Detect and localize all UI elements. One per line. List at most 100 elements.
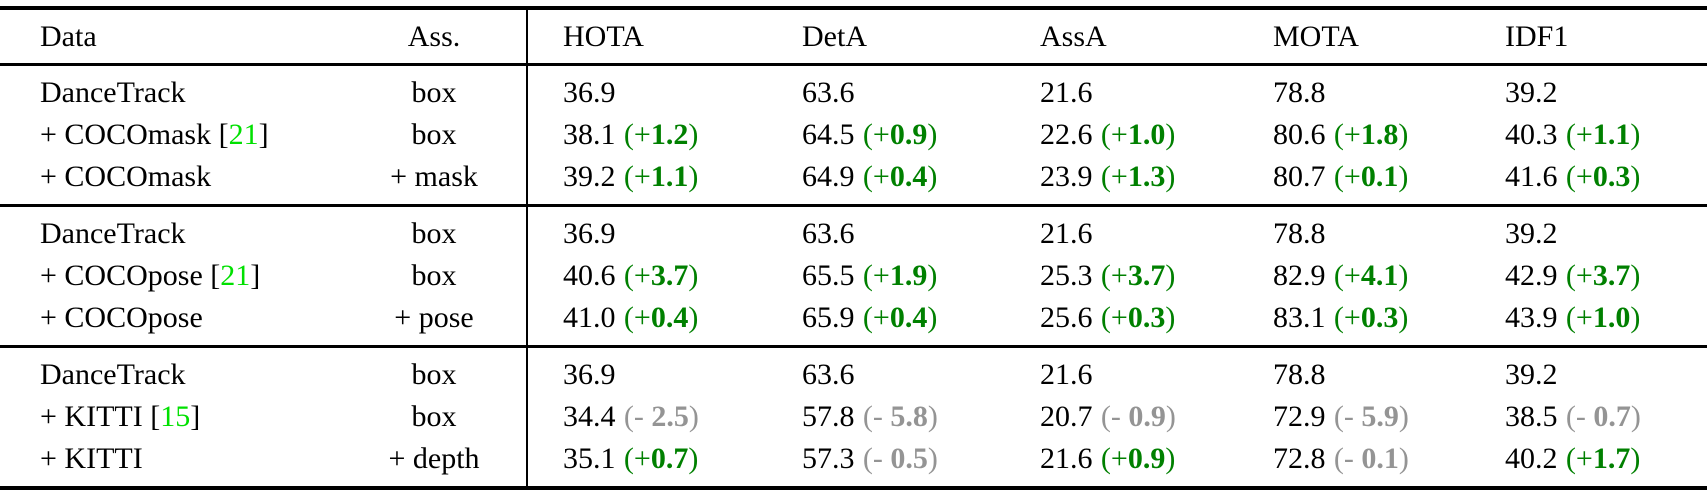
metric-value: 39.2 <box>1505 76 1558 109</box>
metric-delta: (- 2.5) <box>623 400 699 433</box>
col-header-ass: Ass. <box>407 19 461 53</box>
cell-metric: 63.6 <box>767 206 1005 256</box>
metric-delta-number: 0.4 <box>889 301 928 334</box>
metric-delta-number: 4.1 <box>1360 259 1399 292</box>
metric-value: 64.5 <box>802 118 855 151</box>
metric-delta-number: 0.3 <box>1127 301 1166 334</box>
cell-metric: 80.7 (+0.1) <box>1238 156 1470 206</box>
metric-delta: (+0.4) <box>623 301 699 334</box>
cell-metric: 39.2 <box>1470 65 1707 115</box>
citation-link[interactable]: 21 <box>228 118 259 151</box>
metric-value: 72.9 <box>1273 400 1326 433</box>
cell-metric: 22.6 (+1.0) <box>1005 114 1238 156</box>
metric-value: 35.1 <box>563 442 616 475</box>
cell-metric: 38.1 (+1.2) <box>526 114 767 156</box>
metric-delta: (+1.9) <box>862 259 938 292</box>
metric-delta-number: 1.7 <box>1592 442 1631 475</box>
cell-metric: 57.8 (- 5.8) <box>767 396 1005 438</box>
metric-delta-number: 0.1 <box>1361 442 1399 475</box>
metric-delta: (+1.0) <box>1565 301 1641 334</box>
cell-metric: 34.4 (- 2.5) <box>526 396 767 438</box>
dataset-label: DanceTrack <box>40 217 186 250</box>
cell-metric: 39.2 <box>1470 206 1707 256</box>
citation-link[interactable]: 21 <box>220 259 251 292</box>
metric-delta: (+4.1) <box>1333 259 1409 292</box>
metric-delta-number: 0.9 <box>1127 442 1166 475</box>
cell-association: + pose <box>394 301 474 334</box>
cell-metric: 20.7 (- 0.9) <box>1005 396 1238 438</box>
metric-delta-number: 1.2 <box>650 118 689 151</box>
cell-metric: 65.9 (+0.4) <box>767 297 1005 347</box>
metric-delta: (- 5.9) <box>1333 400 1409 433</box>
cell-association: + mask <box>390 160 478 193</box>
cell-metric: 36.9 <box>526 205 767 255</box>
dataset-label: + KITTI <box>40 400 143 433</box>
metric-delta: (+0.4) <box>862 301 938 334</box>
metric-delta-number: 1.0 <box>1127 118 1166 151</box>
table-row: + COCOmask + mask 39.2 (+1.1) 64.9 (+0.4) 23.9… <box>0 156 1707 206</box>
metric-delta-number: 1.8 <box>1360 118 1399 151</box>
metric-delta: (- 5.8) <box>862 400 938 433</box>
metric-delta-number: 0.3 <box>1360 301 1399 334</box>
metric-value: 78.8 <box>1273 358 1326 391</box>
table-group-cocopose: DanceTrack box 36.9 63.6 21.6 78.8 39.2 + COCOp… <box>0 205 1707 347</box>
header-row: Data Ass. HOTA DetA AssA MOTA IDF1 <box>0 8 1707 65</box>
cell-metric: 39.2 <box>1470 347 1707 397</box>
dataset-label: DanceTrack <box>40 76 186 109</box>
metric-delta-number: 1.1 <box>1592 118 1631 151</box>
cell-association: box <box>411 358 457 391</box>
metric-delta: (+0.3) <box>1333 301 1409 334</box>
metric-value: 25.6 <box>1040 301 1093 334</box>
metric-delta-number: 1.3 <box>1127 160 1166 193</box>
cell-metric: 78.8 <box>1238 206 1470 256</box>
metric-value: 21.6 <box>1040 217 1093 250</box>
dataset-label: DanceTrack <box>40 358 186 391</box>
cell-data: DanceTrack <box>0 65 342 115</box>
metric-value: 40.2 <box>1505 442 1558 475</box>
table-row: DanceTrack box 36.9 63.6 21.6 78.8 39.2 <box>0 64 1707 115</box>
metric-value: 57.8 <box>802 400 855 433</box>
cell-data: + COCOmask <box>0 156 342 206</box>
cell-data: + COCOpose [21] <box>40 259 261 292</box>
metric-value: 25.3 <box>1040 259 1093 292</box>
metric-delta-number: 1.1 <box>650 160 689 193</box>
metric-value: 39.2 <box>1505 217 1558 250</box>
metric-value: 23.9 <box>1040 160 1093 193</box>
metric-value: 78.8 <box>1273 217 1326 250</box>
metric-delta-number: 0.5 <box>890 442 928 475</box>
table-row: + COCOpose + pose 41.0 (+0.4) 65.9 (+0.4) 25.6… <box>0 297 1707 347</box>
col-header-mota: MOTA <box>1273 19 1359 53</box>
col-header-data: Data <box>40 19 97 53</box>
citation-link[interactable]: 15 <box>160 400 191 433</box>
metric-delta: (- 0.1) <box>1333 442 1409 475</box>
metric-value: 22.6 <box>1040 118 1093 151</box>
cell-data: + COCOmask [21] <box>40 118 269 151</box>
metric-value: 36.9 <box>563 358 616 391</box>
metric-delta: (+1.1) <box>623 160 699 193</box>
metric-value: 21.6 <box>1040 76 1093 109</box>
cell-metric: 39.2 (+1.1) <box>526 156 767 206</box>
metric-value: 34.4 <box>563 400 616 433</box>
metric-value: 82.9 <box>1273 259 1326 292</box>
metric-delta: (+0.9) <box>862 118 938 151</box>
cell-data: DanceTrack <box>0 347 342 397</box>
metric-delta-number: 0.7 <box>650 442 689 475</box>
table-row: + COCOpose [21] box 40.6 (+3.7) 65.5 (+1.9) 25… <box>0 255 1707 297</box>
metric-delta-number: 1.0 <box>1592 301 1631 334</box>
metric-delta-number: 0.3 <box>1592 160 1631 193</box>
metric-value: 80.7 <box>1273 160 1326 193</box>
metric-value: 21.6 <box>1040 358 1093 391</box>
table-row: + KITTI [15] box 34.4 (- 2.5) 57.8 (- 5.8) 20.… <box>0 396 1707 438</box>
cell-metric: 41.6 (+0.3) <box>1470 156 1707 206</box>
metric-value: 78.8 <box>1273 76 1326 109</box>
cell-association: box <box>411 400 457 433</box>
cell-metric: 25.6 (+0.3) <box>1005 297 1238 347</box>
cell-metric: 83.1 (+0.3) <box>1238 297 1470 347</box>
cell-metric: 25.3 (+3.7) <box>1005 255 1238 297</box>
cell-metric: 36.9 <box>526 346 767 396</box>
metric-delta: (- 0.9) <box>1100 400 1176 433</box>
metric-value: 39.2 <box>563 160 616 193</box>
metric-delta: (+1.2) <box>623 118 699 151</box>
metric-delta-number: 1.9 <box>889 259 928 292</box>
